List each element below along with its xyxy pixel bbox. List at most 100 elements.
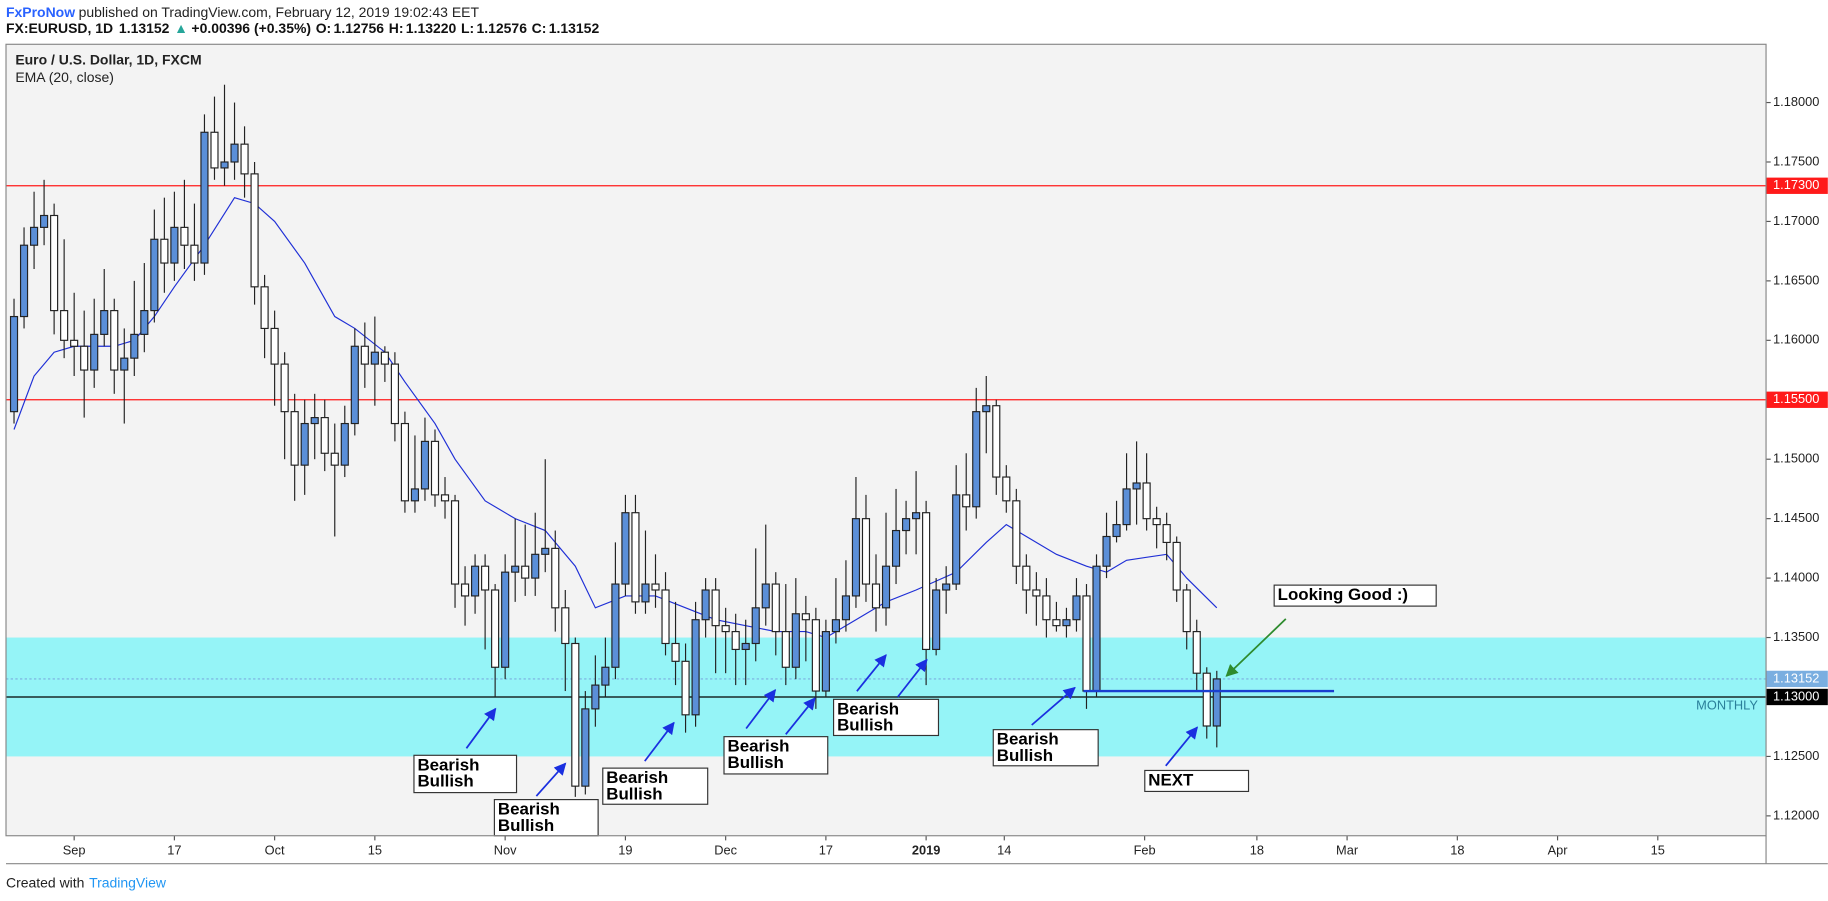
candle-body bbox=[9, 315, 19, 413]
candle-body bbox=[781, 631, 790, 668]
annotation-text: Bullish bbox=[837, 716, 893, 735]
annotation-text: Bullish bbox=[498, 816, 554, 835]
candle-body bbox=[651, 583, 660, 591]
candle-body bbox=[761, 583, 770, 609]
candle-body bbox=[1162, 524, 1171, 544]
candle-body bbox=[671, 642, 680, 662]
x-tick-label: 17 bbox=[819, 842, 833, 857]
candle-body bbox=[891, 529, 901, 567]
candle-body bbox=[661, 589, 670, 645]
candle-body bbox=[290, 411, 299, 466]
candle-body bbox=[621, 512, 630, 585]
annotation-box bbox=[832, 698, 940, 737]
candle-body bbox=[100, 310, 109, 335]
footer-brand[interactable]: TradingView bbox=[89, 874, 167, 890]
candle-body bbox=[1102, 535, 1111, 567]
candle-body bbox=[1142, 482, 1151, 520]
candle-body bbox=[912, 512, 921, 520]
candle-body bbox=[932, 589, 941, 651]
ohlc-key: L: bbox=[461, 20, 474, 36]
y-tick-label: 1.12500 bbox=[1773, 748, 1819, 763]
candle-body bbox=[190, 244, 199, 264]
candle-body bbox=[831, 619, 840, 633]
annotation-box bbox=[723, 736, 829, 775]
candle-body bbox=[871, 583, 881, 609]
y-tick-label: 1.14500 bbox=[1773, 510, 1819, 525]
y-tick-label: 1.17000 bbox=[1773, 213, 1819, 228]
candle-body bbox=[942, 583, 951, 591]
footer-text: Created with bbox=[6, 874, 84, 890]
candle-body bbox=[220, 161, 229, 169]
candle-body bbox=[1072, 595, 1081, 621]
candle-body bbox=[1122, 488, 1131, 526]
candle-body bbox=[360, 345, 369, 365]
candle-body bbox=[851, 518, 861, 597]
annotation-text: Bearish bbox=[728, 737, 790, 756]
footer: Created with TradingView bbox=[6, 874, 167, 890]
candle-body bbox=[1062, 619, 1071, 627]
indicator-label: EMA (20, close) bbox=[15, 69, 114, 85]
y-tick-label: 1.18000 bbox=[1773, 94, 1819, 109]
annotation-arrow bbox=[465, 707, 497, 749]
candle-body bbox=[50, 214, 59, 312]
candle-body bbox=[1022, 565, 1031, 591]
candle-body bbox=[29, 226, 39, 246]
annotation-text: Bearish bbox=[606, 768, 668, 787]
candle-body bbox=[120, 357, 129, 371]
annotation-arrow bbox=[785, 697, 816, 735]
candle-body bbox=[330, 452, 339, 466]
header-line1: FxProNow published on TradingView.com, Fe… bbox=[6, 4, 479, 20]
candle-body bbox=[420, 440, 430, 490]
candle-body bbox=[571, 642, 580, 787]
annotation-arrow bbox=[1031, 686, 1076, 726]
candle-body bbox=[340, 422, 349, 466]
annotation-text: Bearish bbox=[997, 730, 1059, 749]
x-tick-label: Feb bbox=[1134, 842, 1156, 857]
annotation-arrow bbox=[644, 721, 675, 762]
candle-body bbox=[561, 607, 570, 645]
author[interactable]: FxProNow bbox=[6, 4, 75, 20]
candle-body bbox=[801, 613, 810, 621]
x-tick-label: 2019 bbox=[912, 842, 941, 857]
up-arrow: ▲ bbox=[174, 20, 188, 36]
candle-body bbox=[240, 143, 249, 175]
candle-body bbox=[821, 631, 830, 692]
candle-body bbox=[40, 214, 49, 228]
chart-title: Euro / U.S. Dollar, 1D, FXCM bbox=[15, 51, 201, 67]
candle-body bbox=[250, 173, 259, 288]
last: 1.13152 bbox=[119, 20, 170, 36]
header-line2: FX:EURUSD, 1D 1.13152 ▲ +0.00396 (+0.35%) O:… bbox=[6, 20, 599, 36]
candle-body bbox=[962, 494, 971, 508]
x-tick-label: Nov bbox=[494, 842, 517, 857]
level-tag bbox=[1766, 391, 1828, 408]
y-tick-label: 1.13500 bbox=[1773, 629, 1819, 644]
annotation-arrow bbox=[1225, 618, 1287, 677]
candle-body bbox=[390, 363, 399, 425]
candle-body bbox=[972, 411, 981, 508]
level-tag bbox=[1766, 670, 1828, 688]
candle-body bbox=[400, 422, 410, 502]
candle-body bbox=[992, 405, 1001, 478]
candle-body bbox=[721, 625, 730, 633]
candle-body bbox=[641, 583, 650, 603]
candle-body bbox=[1092, 565, 1101, 692]
plot-frame bbox=[5, 43, 1767, 837]
candle-body bbox=[210, 131, 219, 169]
x-tick-label: Dec bbox=[714, 842, 737, 857]
candle-body bbox=[230, 143, 239, 163]
annotation-arrow bbox=[1165, 726, 1199, 767]
candle-body bbox=[611, 583, 620, 668]
candle-body bbox=[140, 310, 149, 335]
candle-body bbox=[310, 417, 319, 425]
candle-body bbox=[1202, 672, 1211, 727]
candle-body bbox=[1132, 482, 1141, 490]
candle-body bbox=[370, 351, 379, 365]
y-tick-label: 1.17500 bbox=[1773, 153, 1819, 168]
x-tick-label: Apr bbox=[1548, 842, 1569, 857]
candle-body bbox=[1042, 595, 1051, 621]
candle-body bbox=[861, 518, 871, 585]
candle-body bbox=[982, 405, 991, 413]
candle-body bbox=[491, 589, 500, 668]
candle-body bbox=[541, 547, 550, 555]
candle-body bbox=[511, 565, 520, 573]
